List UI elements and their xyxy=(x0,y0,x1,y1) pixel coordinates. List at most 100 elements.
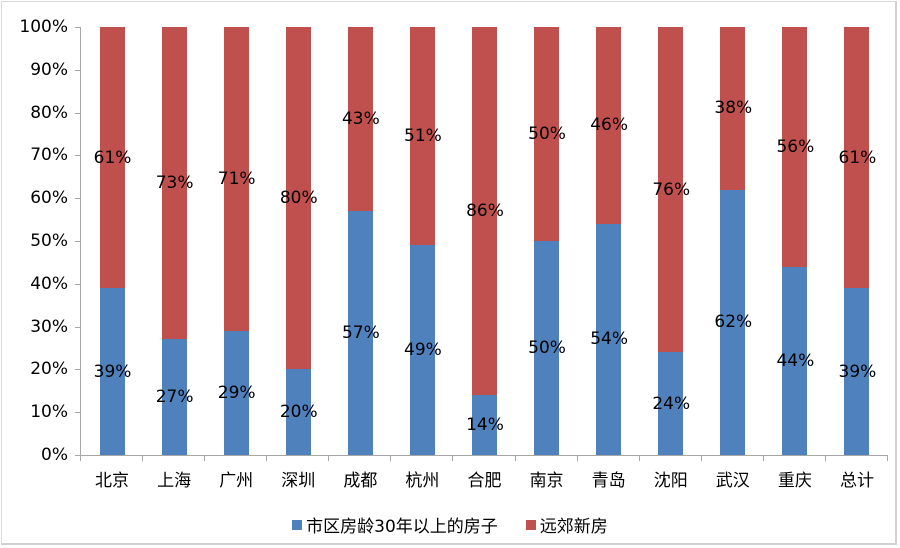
bar-segment-old-urban xyxy=(285,369,311,455)
data-label: 24% xyxy=(652,393,691,414)
bar-segment-suburban-new xyxy=(534,27,560,241)
y-tick-label: 50% xyxy=(30,231,68,251)
y-tick xyxy=(75,27,80,28)
stacked-bar: 39% 61% xyxy=(839,27,876,455)
data-label: 80% xyxy=(279,188,318,209)
data-label: 61% xyxy=(838,147,877,168)
x-category-label: 总计 xyxy=(839,471,874,491)
x-tick xyxy=(328,455,330,461)
bar-segment-old-urban xyxy=(347,211,373,455)
x-category-label: 南京 xyxy=(529,471,564,491)
bar-segment-suburban-new xyxy=(782,27,808,267)
bar-segment-suburban-new xyxy=(658,27,684,353)
x-tick xyxy=(204,455,206,461)
legend-label: 市区房龄30年以上的房子 xyxy=(306,517,498,537)
bar-segment-suburban-new xyxy=(720,27,746,190)
x-category-label: 沈阳 xyxy=(653,471,688,491)
y-tick xyxy=(75,326,80,328)
x-category-label: 成都 xyxy=(343,471,378,491)
x-tick xyxy=(576,455,578,461)
y-tick xyxy=(75,283,80,285)
x-axis-line xyxy=(80,455,888,456)
x-category-label: 北京 xyxy=(95,471,130,491)
x-tick xyxy=(80,455,81,461)
y-tick-label: 70% xyxy=(30,145,68,166)
x-tick xyxy=(514,455,516,461)
stacked-bar: 44% 56% xyxy=(776,27,814,455)
bar-segment-suburban-new xyxy=(472,27,497,396)
data-label: 86% xyxy=(466,201,504,222)
data-label: 43% xyxy=(341,109,380,130)
bar-segment-suburban-new xyxy=(844,27,870,289)
data-label: 27% xyxy=(155,387,194,408)
bar-segment-old-urban xyxy=(844,288,870,455)
y-tick-label: 100% xyxy=(19,17,68,37)
bar-segment-suburban-new xyxy=(409,27,435,246)
data-label: 14% xyxy=(466,415,504,436)
stacked-bar: 54% 46% xyxy=(590,27,628,455)
data-label: 39% xyxy=(838,361,877,382)
bar-segment-old-urban xyxy=(782,266,808,455)
bar-segment-suburban-new xyxy=(99,27,125,289)
x-tick xyxy=(700,455,702,461)
y-tick xyxy=(75,155,80,157)
data-label: 51% xyxy=(404,126,442,147)
x-category-label: 上海 xyxy=(157,471,192,491)
y-tick xyxy=(75,69,80,71)
data-label: 57% xyxy=(341,323,380,344)
bar-segment-old-urban xyxy=(99,288,125,455)
stacked-bar: 27% 73% xyxy=(156,27,194,455)
legend-item-suburban-new: 远郊新房 xyxy=(525,512,608,537)
y-tick-label: 60% xyxy=(30,188,68,209)
stacked-bar: 29% 71% xyxy=(218,27,256,455)
legend-swatch-red xyxy=(525,519,536,530)
legend-swatch-blue xyxy=(292,519,303,530)
bar-segment-suburban-new xyxy=(223,27,249,331)
stacked-bar: 50% 50% xyxy=(528,27,566,455)
x-tick xyxy=(638,455,640,461)
bar-segment-old-urban xyxy=(720,189,746,455)
bar-segment-old-urban xyxy=(223,330,249,455)
data-label: 20% xyxy=(279,402,318,423)
x-tick xyxy=(142,455,144,461)
y-tick-label: 10% xyxy=(30,402,68,423)
y-tick-label: 0% xyxy=(41,445,68,465)
bar-segment-old-urban xyxy=(658,352,684,455)
y-tick-label: 90% xyxy=(30,59,68,80)
data-label: 39% xyxy=(93,361,132,382)
data-label: 44% xyxy=(776,350,815,371)
x-tick xyxy=(887,455,888,461)
x-category-label: 武汉 xyxy=(715,471,750,491)
x-tick xyxy=(390,455,392,461)
bar-segment-old-urban xyxy=(161,339,187,455)
x-tick xyxy=(824,455,826,461)
y-tick xyxy=(75,455,80,456)
legend-label: 远郊新房 xyxy=(539,517,608,537)
legend-item-old-urban: 市区房龄30年以上的房子 xyxy=(292,512,498,537)
bar-segment-suburban-new xyxy=(161,27,187,340)
x-tick xyxy=(452,455,454,461)
bar-segment-old-urban xyxy=(472,395,497,455)
y-axis-line xyxy=(80,27,81,456)
y-tick-label: 40% xyxy=(30,273,68,294)
data-label: 56% xyxy=(776,136,815,157)
stacked-bar: 57% 43% xyxy=(342,27,380,455)
x-tick xyxy=(762,455,764,461)
bar-segment-suburban-new xyxy=(596,27,622,224)
data-label: 54% xyxy=(590,329,629,350)
data-label: 50% xyxy=(528,124,566,144)
bar-segment-suburban-new xyxy=(347,27,373,212)
data-label: 61% xyxy=(93,147,132,168)
stacked-bar: 62% 38% xyxy=(714,27,752,455)
y-tick-label: 30% xyxy=(30,316,68,337)
x-tick xyxy=(266,455,268,461)
stacked-bar: 14% 86% xyxy=(466,27,504,455)
legend: 市区房龄30年以上的房子 远郊新房 xyxy=(0,512,900,537)
x-category-label: 合肥 xyxy=(467,471,502,491)
data-label: 50% xyxy=(528,338,566,358)
data-label: 38% xyxy=(714,98,753,119)
data-label: 73% xyxy=(155,173,194,194)
y-tick xyxy=(75,241,80,242)
y-tick-label: 20% xyxy=(30,359,68,380)
y-tick xyxy=(75,412,80,414)
